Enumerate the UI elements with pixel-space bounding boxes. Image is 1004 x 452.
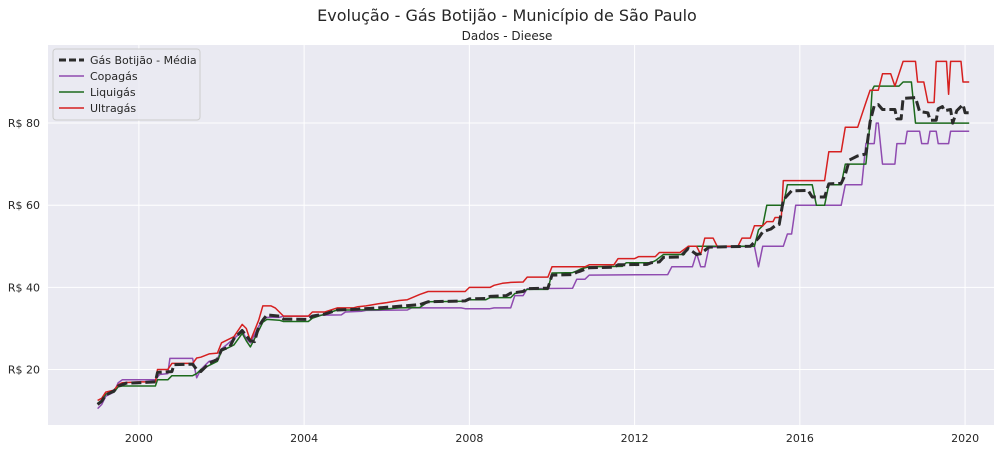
x-tick-label: 2020 bbox=[951, 432, 979, 445]
legend-box bbox=[52, 48, 201, 121]
legend-label: Liquigás bbox=[90, 86, 136, 99]
y-tick-label: R$ 80 bbox=[8, 117, 40, 130]
legend-label: Copagás bbox=[90, 70, 138, 83]
x-tick-label: 2012 bbox=[621, 432, 649, 445]
series-lines bbox=[96, 60, 970, 410]
plot-area bbox=[48, 45, 994, 425]
y-tick-label: R$ 20 bbox=[8, 364, 40, 377]
y-tick-label: R$ 40 bbox=[8, 281, 40, 294]
x-tick-label: 2016 bbox=[786, 432, 814, 445]
x-tick-label: 2000 bbox=[125, 432, 153, 445]
series-line bbox=[97, 60, 970, 402]
series-line bbox=[96, 96, 970, 406]
legend-label: Gás Botijão - Média bbox=[90, 54, 197, 67]
chart-subtitle: Dados - Dieese bbox=[462, 29, 553, 43]
legend: Gás Botijão - Média Copagás Liquigás Ultrag… bbox=[52, 48, 201, 121]
legend-label: Ultragás bbox=[90, 102, 136, 115]
tick-labels: 2000 2004 2008 2012 2016 2020 R$ 20 R$ 40 R$ 60 R… bbox=[8, 117, 979, 445]
chart-title: Evolução - Gás Botijão - Município de Sã… bbox=[317, 6, 697, 25]
y-tick-label: R$ 60 bbox=[8, 199, 40, 212]
x-tick-label: 2004 bbox=[290, 432, 318, 445]
x-tick-label: 2008 bbox=[455, 432, 483, 445]
